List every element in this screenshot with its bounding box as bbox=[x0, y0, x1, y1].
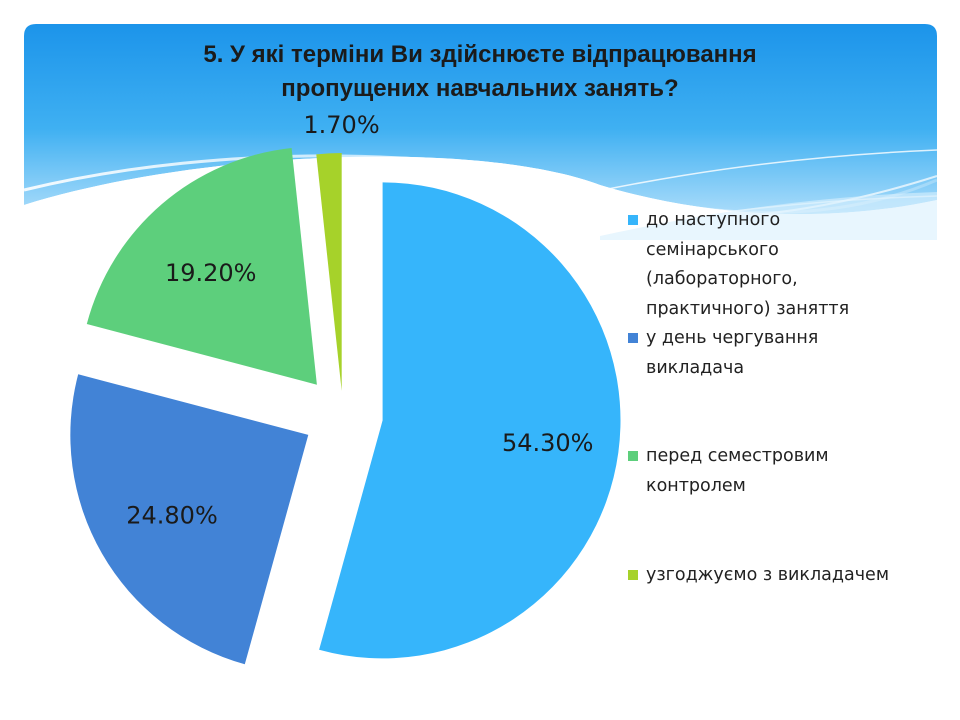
legend-label-0: до наступного семінарського (лабораторно… bbox=[646, 206, 926, 324]
pie-label-0: 54.30% bbox=[502, 429, 594, 457]
legend-label-2: перед семестровим контролем bbox=[646, 442, 926, 501]
legend-swatch-1 bbox=[628, 333, 638, 343]
pie-slice-1 bbox=[70, 374, 309, 665]
legend-swatch-3 bbox=[628, 570, 638, 580]
pie-slice-0 bbox=[319, 182, 621, 659]
pie-slice-2 bbox=[86, 148, 317, 385]
slide-title-line-2: пропущених навчальних занять? bbox=[281, 75, 679, 102]
slide-title-line-1: 5. У які терміни Ви здійснюєте відпрацюв… bbox=[203, 41, 757, 68]
legend-label-0-line-1: до наступного bbox=[646, 210, 781, 230]
pie-label-3: 1.70% bbox=[303, 111, 379, 139]
pie-data-labels: 54.30% 24.80% 19.20% 1.70% bbox=[126, 111, 593, 530]
pie-slice-3 bbox=[316, 153, 342, 391]
legend-label-2-line-2: контролем bbox=[646, 475, 746, 496]
legend-label-0-line-4: практичного) заняття bbox=[646, 298, 850, 319]
legend-label-3: узгоджуємо з викладачем bbox=[646, 561, 926, 591]
legend-label-1-line-2: викладача bbox=[646, 357, 745, 378]
legend-label-1: у день чергування викладача bbox=[646, 324, 926, 383]
legend-swatch-0 bbox=[628, 215, 638, 225]
legend-label-0-line-3: (лабораторного, bbox=[646, 269, 798, 289]
legend-label-2-line-1: перед семестровим bbox=[646, 446, 829, 466]
pie-label-1: 24.80% bbox=[126, 502, 218, 530]
legend-swatch-2 bbox=[628, 451, 638, 461]
slide-title: 5. У які терміни Ви здійснюєте відпрацюв… bbox=[120, 38, 840, 106]
legend-label-1-line-1: у день чергування bbox=[646, 328, 819, 348]
legend-label-3-line-1: узгоджуємо з викладачем bbox=[646, 565, 890, 585]
legend-label-0-line-2: семінарського bbox=[646, 239, 779, 260]
pie-slices bbox=[70, 148, 621, 665]
pie-label-2: 19.20% bbox=[165, 259, 257, 287]
